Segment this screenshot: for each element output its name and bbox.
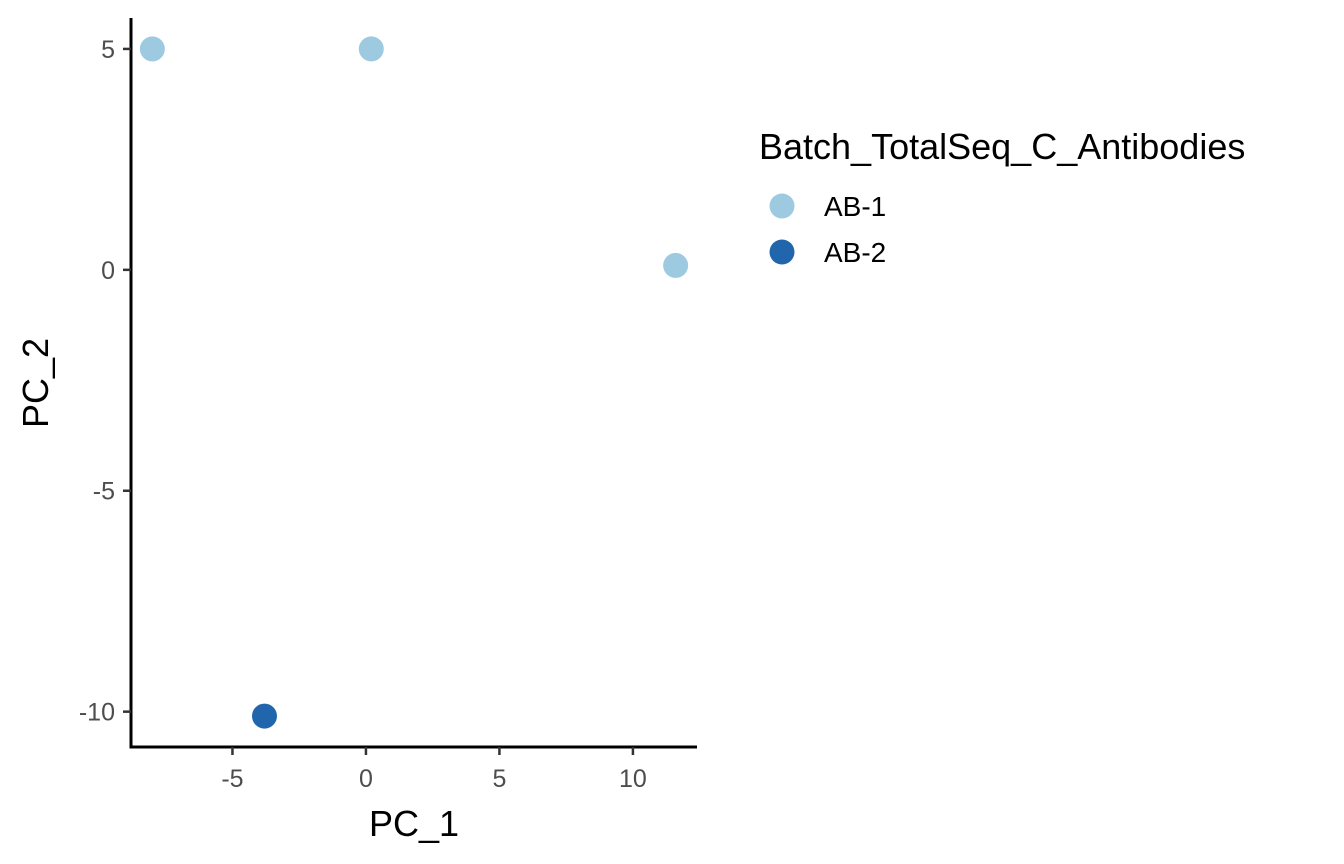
- legend-entries: AB-1 AB-2: [769, 191, 886, 268]
- y-tick-label: -10: [79, 699, 115, 727]
- x-tick-label: 0: [359, 765, 373, 793]
- plot-panel: 5 0 -5 -10 -5 0 5 10: [79, 18, 697, 793]
- data-point: [139, 36, 165, 62]
- y-tick-label: -5: [93, 478, 115, 506]
- y-axis-ticks: 5 0 -5 -10: [79, 36, 131, 727]
- legend: Batch_TotalSeq_C_Antibodies AB-1 AB-2: [759, 126, 1245, 268]
- legend-key: [769, 239, 795, 265]
- data-point: [663, 252, 689, 278]
- y-tick-label: 0: [101, 257, 115, 285]
- y-tick-label: 5: [101, 36, 115, 64]
- legend-label: AB-1: [824, 191, 886, 222]
- x-tick-label: 5: [492, 765, 506, 793]
- legend-label: AB-2: [824, 237, 886, 268]
- legend-key: [769, 193, 795, 219]
- x-axis-ticks: -5 0 5 10: [221, 747, 647, 793]
- data-point: [358, 36, 384, 62]
- x-tick-label: 10: [619, 765, 647, 793]
- x-axis-title: PC_1: [369, 803, 459, 844]
- data-points: [139, 36, 689, 729]
- y-axis-title: PC_2: [15, 338, 56, 428]
- legend-title: Batch_TotalSeq_C_Antibodies: [759, 126, 1245, 167]
- data-point: [251, 703, 277, 729]
- x-tick-label: -5: [221, 765, 243, 793]
